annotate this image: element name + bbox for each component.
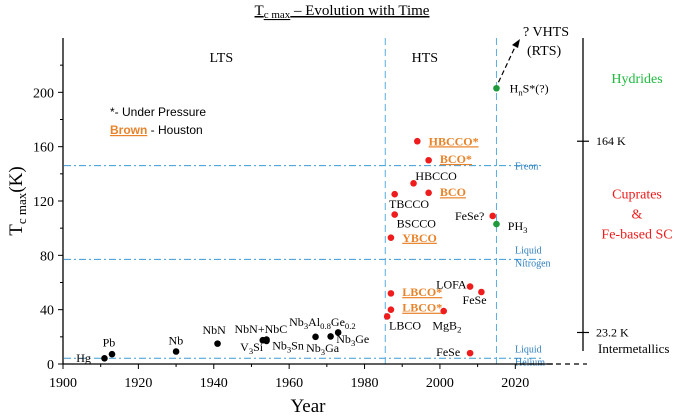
data-point-label: LBCO	[389, 318, 421, 332]
legend-brown-note: Brown - Houston	[110, 123, 203, 137]
data-point	[440, 307, 447, 315]
region-label: LTS	[210, 51, 234, 66]
data-point-label: PH3	[508, 219, 528, 235]
data-point	[410, 180, 417, 187]
data-point-label: BSCCO	[397, 216, 437, 230]
y-tick-label: 40	[40, 304, 54, 319]
data-point	[387, 234, 395, 241]
x-tick-label: 1920	[124, 376, 152, 391]
data-point-label: FeSe?	[455, 209, 484, 223]
vhts-arrow	[497, 44, 517, 83]
data-point-label: LOFA	[436, 278, 467, 292]
reference-line-label: Liquid	[515, 344, 542, 355]
y-tick-label: 80	[40, 249, 54, 264]
x-tick-label: 1980	[351, 376, 379, 391]
data-point	[387, 290, 395, 297]
x-tick-label: 1940	[200, 376, 228, 391]
data-point	[383, 313, 391, 320]
data-point	[391, 211, 398, 218]
data-point	[312, 333, 319, 341]
x-tick-label: 2020	[501, 376, 529, 391]
data-point-label: Pb	[103, 335, 116, 349]
x-tick-label: 2000	[426, 376, 454, 391]
y-tick-label: 120	[33, 195, 54, 210]
data-point	[387, 306, 395, 313]
data-point	[108, 350, 116, 358]
chart-title: Tc max – Evolution with Time	[255, 3, 430, 21]
right-axis-group-label: Intermetallics	[598, 341, 669, 356]
data-point	[478, 288, 485, 296]
data-point	[101, 354, 108, 362]
data-point-label: Nb3Ge	[336, 332, 369, 348]
right-axis-group-label: Hydrides	[611, 72, 662, 87]
data-point	[466, 349, 474, 357]
data-point	[466, 283, 474, 290]
data-point-label: Nb3Ga	[306, 341, 340, 357]
y-axis-label: Tc max(K)	[6, 166, 29, 235]
data-point-label: LBCO*	[402, 285, 442, 299]
data-point-label: Hg	[76, 351, 91, 365]
data-point-label: YBCO	[402, 231, 437, 245]
data-point-label: HBCCO*	[429, 134, 479, 148]
region-label: HTS	[412, 51, 438, 66]
data-point	[263, 336, 270, 343]
data-point-label: FeSe	[436, 345, 460, 359]
y-tick-label: 160	[33, 141, 54, 156]
data-point	[327, 333, 334, 340]
data-point	[391, 190, 398, 198]
data-point-label: FeSe	[463, 293, 487, 307]
data-point-label: Nb	[169, 333, 184, 347]
legend-note: *- Under Pressure	[110, 105, 206, 119]
data-point-label: LBCO*	[402, 301, 442, 315]
reference-line-label: Liquid	[515, 245, 542, 256]
data-point-label: NbN	[202, 323, 226, 337]
x-tick-label: 1960	[275, 376, 303, 391]
y-tick-label: 200	[33, 86, 54, 101]
data-point-label: MgB2	[432, 318, 461, 334]
data-point-label: V3Si	[240, 340, 264, 356]
data-point	[425, 156, 432, 164]
x-axis-label: Year	[290, 396, 326, 417]
data-point	[414, 137, 421, 145]
reference-line-label: Helium	[515, 357, 545, 368]
data-point-label: BCO*	[440, 152, 472, 166]
data-point-label: Nb3Sn	[272, 339, 304, 355]
right-axis-group-label: Fe-based SC	[601, 227, 672, 242]
vhts-label: ? VHTS	[523, 25, 569, 40]
data-point-label: BCO	[440, 185, 466, 199]
vhts-arrowhead	[512, 39, 520, 48]
data-point-label: Nb3Al0.8Ge0.2	[289, 315, 356, 331]
data-point	[214, 340, 221, 347]
y-tick-label: 0	[47, 358, 54, 373]
reference-line-label: Freon	[515, 162, 538, 173]
reference-line-label: Nitrogen	[515, 258, 551, 269]
right-axis-tick-label: 164 K	[596, 134, 626, 148]
vhts-label: (RTS)	[527, 44, 561, 59]
data-point	[493, 84, 500, 92]
right-axis-group-label: Cuprates	[612, 187, 662, 202]
data-point-label: HnS*(?)	[510, 81, 549, 97]
data-point	[489, 212, 496, 220]
right-axis-tick-label: 23.2 K	[596, 325, 629, 339]
data-point	[425, 189, 432, 197]
data-point-label: NbN+NbC	[235, 322, 288, 336]
data-point	[172, 348, 180, 355]
right-axis-group-label: &	[632, 207, 643, 222]
data-point	[493, 220, 500, 228]
data-point-label: HBCCO	[415, 169, 457, 183]
data-point-label: TBCCO	[389, 197, 429, 211]
data-point	[334, 329, 342, 336]
x-tick-label: 1900	[49, 376, 77, 391]
